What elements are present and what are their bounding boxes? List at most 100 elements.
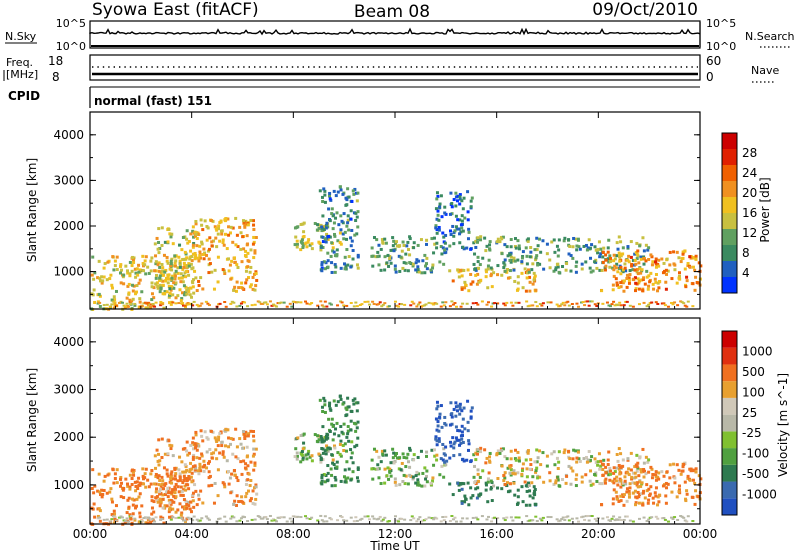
velocity-cell bbox=[222, 455, 226, 459]
power-cell bbox=[323, 193, 327, 197]
power-cell bbox=[665, 257, 669, 261]
power-cell bbox=[110, 283, 114, 287]
velocity-cell bbox=[207, 470, 211, 474]
velocity-cell bbox=[685, 489, 689, 493]
velocity-cell bbox=[200, 517, 204, 520]
vel-ytick-2: 2000 bbox=[53, 430, 84, 444]
velocity-cell bbox=[182, 519, 186, 522]
velocity-cell bbox=[442, 447, 446, 451]
power-cell bbox=[596, 251, 600, 255]
power-cell bbox=[134, 290, 138, 294]
velocity-cell bbox=[195, 456, 199, 460]
velocity-cell bbox=[185, 506, 189, 510]
velocity-cell bbox=[612, 466, 616, 470]
power-cell bbox=[206, 249, 210, 253]
power-cell bbox=[612, 259, 616, 263]
velocity-cell bbox=[356, 401, 360, 405]
power-cell bbox=[187, 273, 191, 277]
power-cell bbox=[318, 189, 322, 193]
velocity-cell bbox=[138, 481, 142, 485]
power-cell bbox=[441, 231, 445, 235]
velocity-cell bbox=[181, 447, 185, 451]
power-cell bbox=[625, 276, 629, 280]
velocity-cell bbox=[360, 517, 364, 520]
velocity-cell bbox=[662, 474, 666, 478]
velocity-cell bbox=[156, 500, 160, 504]
power-cell bbox=[108, 305, 112, 308]
velocity-cell bbox=[350, 410, 354, 414]
power-cell bbox=[405, 244, 409, 248]
velocity-cell bbox=[138, 511, 142, 515]
velocity-cell bbox=[473, 480, 477, 484]
velocity-cell bbox=[557, 484, 561, 488]
power-cell bbox=[153, 305, 157, 308]
power-cell bbox=[321, 240, 325, 244]
velocity-cell bbox=[403, 518, 407, 521]
velocity-cell bbox=[603, 479, 607, 483]
velocity-cell bbox=[341, 402, 345, 406]
velocity-cell bbox=[422, 519, 426, 522]
power-cell bbox=[112, 306, 116, 310]
velocity-cell bbox=[349, 516, 353, 519]
power-cell bbox=[443, 211, 447, 215]
power-cell bbox=[149, 305, 153, 309]
power-cell bbox=[631, 305, 635, 308]
power-cell bbox=[119, 264, 123, 268]
velocity-cell bbox=[356, 479, 360, 483]
velocity-cell bbox=[119, 475, 123, 479]
power-cell bbox=[676, 304, 680, 307]
power-cell bbox=[604, 253, 608, 257]
velocity-cell bbox=[253, 461, 257, 465]
velocity-cell bbox=[634, 495, 638, 499]
power-cell bbox=[626, 246, 630, 250]
power-cell bbox=[207, 257, 211, 261]
velocity-cell bbox=[200, 454, 204, 458]
power-cell bbox=[660, 302, 664, 305]
power-cell bbox=[363, 300, 367, 303]
velocity-cell bbox=[206, 437, 210, 441]
power-cell bbox=[183, 271, 187, 275]
velocity-cell bbox=[512, 481, 516, 485]
velocity-cell bbox=[484, 461, 488, 465]
power-cell bbox=[593, 260, 597, 264]
velocity-cell bbox=[452, 407, 456, 411]
power-cell bbox=[252, 256, 256, 260]
power-cell bbox=[558, 304, 562, 307]
velocity-cell bbox=[564, 481, 568, 485]
power-cell bbox=[571, 245, 575, 249]
velocity-cell bbox=[193, 442, 197, 446]
velocity-cell bbox=[96, 489, 100, 493]
power-cell bbox=[664, 280, 668, 284]
velocity-cell bbox=[108, 490, 112, 494]
power-cell bbox=[275, 305, 279, 308]
velocity-cell bbox=[688, 467, 692, 471]
velocity-cell bbox=[147, 485, 151, 489]
power-cell bbox=[612, 253, 616, 257]
power-cell bbox=[166, 275, 170, 279]
power-cell bbox=[677, 271, 681, 275]
velocity-cell bbox=[644, 472, 648, 476]
velocity-cell bbox=[458, 402, 462, 406]
velocity-cell bbox=[503, 519, 507, 522]
velocity-cell bbox=[221, 452, 225, 456]
velocity-cell bbox=[675, 495, 679, 499]
power-cell bbox=[587, 304, 591, 307]
power-cell bbox=[168, 292, 172, 296]
velocity-cell bbox=[454, 436, 458, 440]
power-cell bbox=[473, 267, 477, 271]
velocity-cell bbox=[392, 451, 396, 455]
power-cell bbox=[657, 286, 661, 290]
velocity-cell bbox=[668, 476, 672, 480]
velocity-cell bbox=[657, 477, 661, 481]
velocity-cell bbox=[366, 515, 370, 518]
power-cell bbox=[449, 191, 453, 195]
power-cell bbox=[635, 270, 639, 274]
velocity-cell bbox=[299, 516, 303, 519]
velocity-cell bbox=[239, 442, 243, 446]
power-cell bbox=[322, 305, 326, 308]
velocity-cell bbox=[183, 505, 187, 509]
velocity-cell bbox=[354, 422, 358, 426]
velocity-cell bbox=[664, 494, 668, 498]
power-cell bbox=[484, 268, 488, 272]
power-cell bbox=[531, 262, 535, 266]
